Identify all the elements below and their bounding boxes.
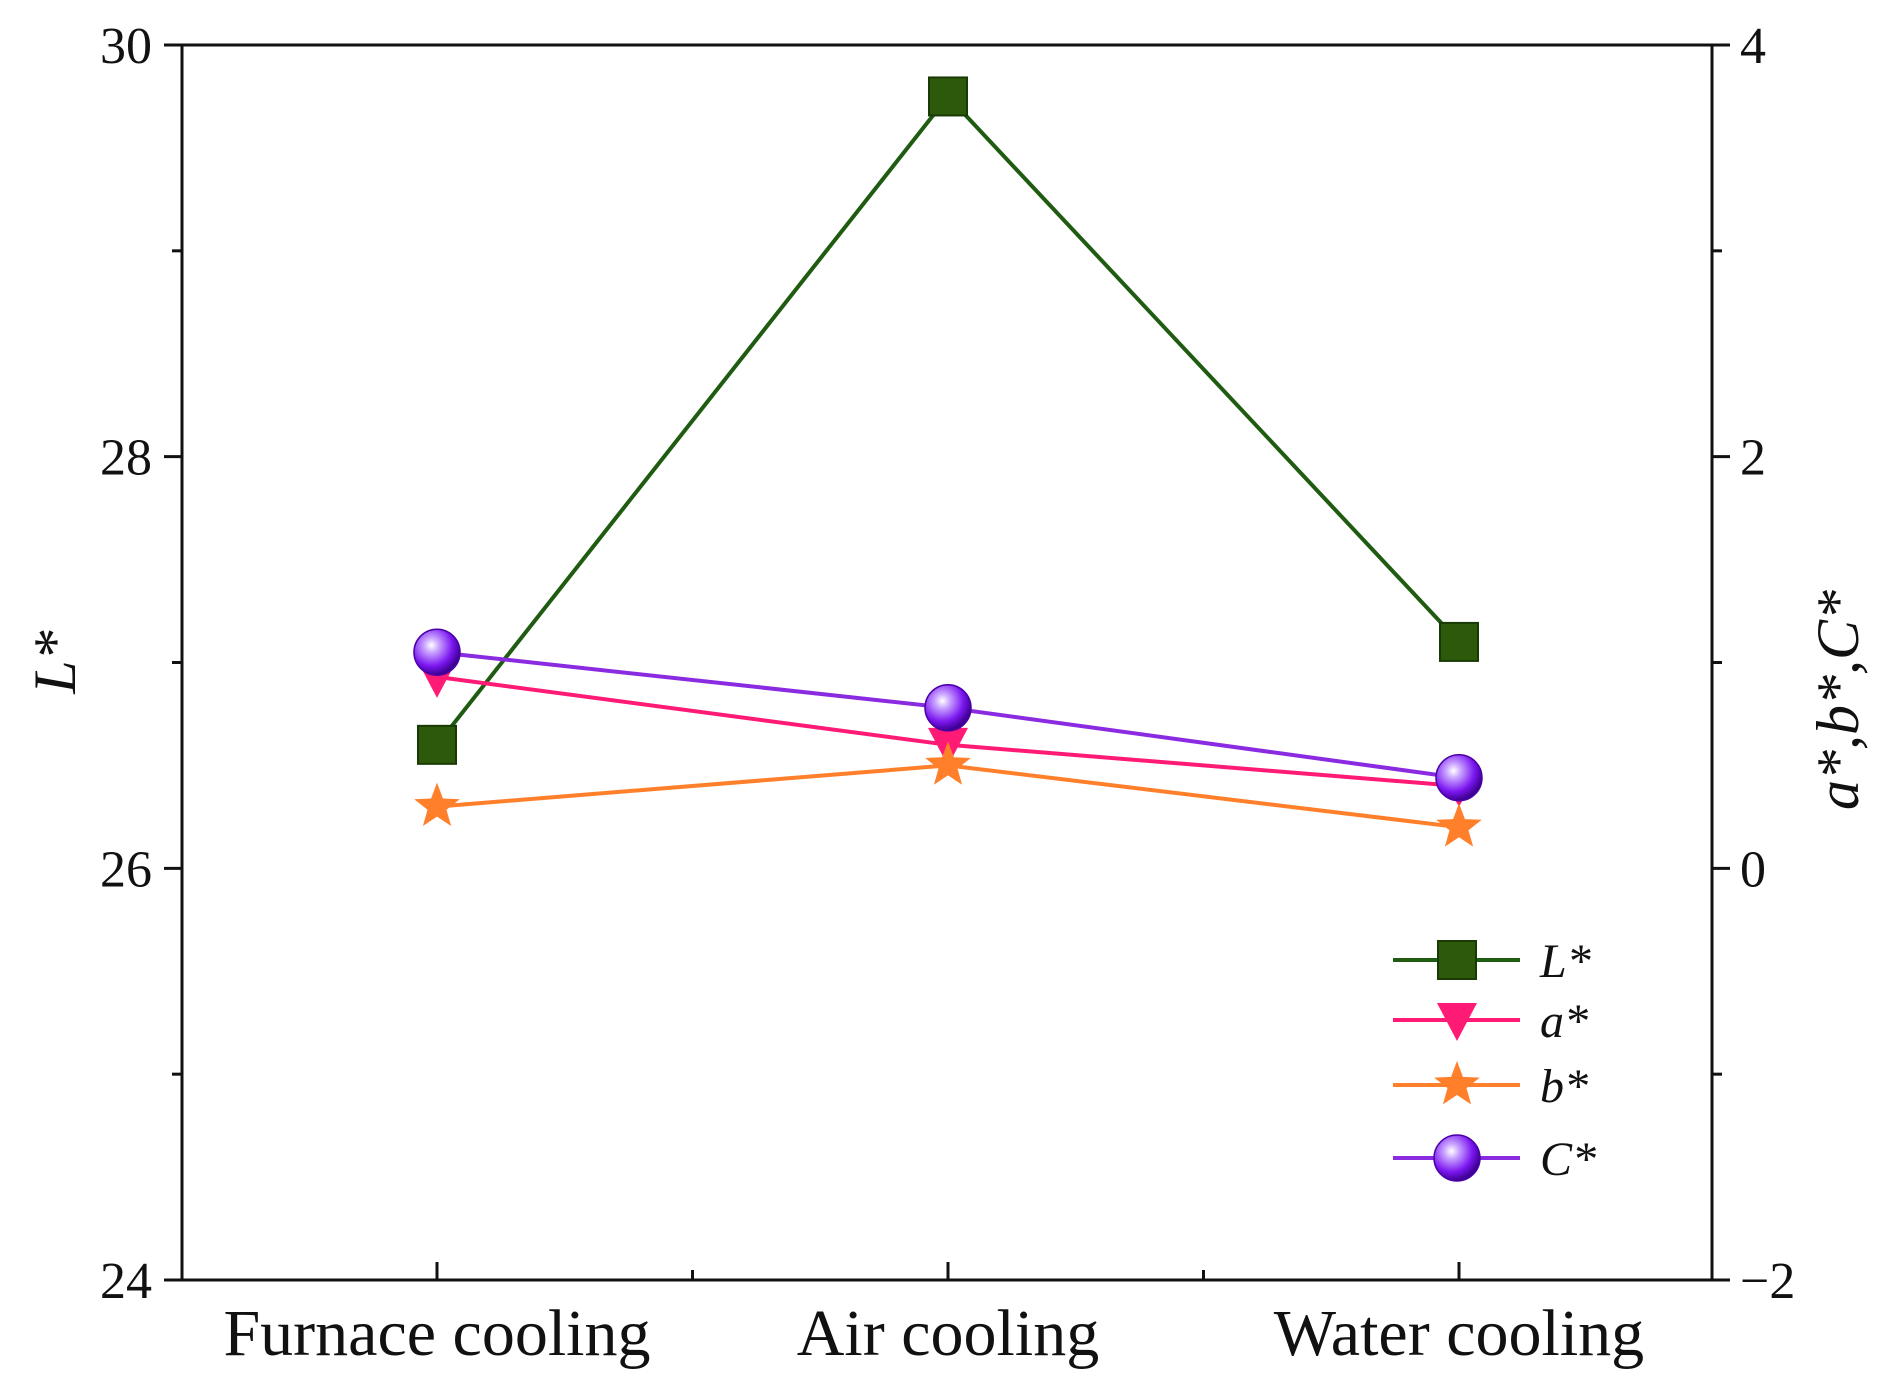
data-point — [414, 782, 460, 826]
x-category-label: Air cooling — [797, 1297, 1099, 1370]
legend-marker — [1437, 940, 1477, 980]
right-axis: −2 0 2 4 a*,b*,C* — [1712, 18, 1871, 1310]
legend-item: b* — [1393, 1060, 1588, 1113]
data-point — [417, 724, 457, 765]
right-tick-label: −2 — [1740, 1253, 1795, 1310]
right-axis-title: a*,b*,C* — [1805, 590, 1871, 810]
right-tick-label: 4 — [1740, 18, 1766, 75]
legend-item: C* — [1393, 1133, 1596, 1186]
legend-label: b* — [1540, 1060, 1588, 1113]
series-markers — [414, 741, 1482, 847]
left-axis-title: L* — [22, 630, 88, 694]
x-category-label: Furnace cooling — [223, 1297, 650, 1370]
left-tick-label: 30 — [100, 18, 152, 75]
series-l-star — [435, 93, 1461, 747]
data-point — [924, 684, 972, 732]
legend-marker — [1434, 1061, 1480, 1105]
right-tick-label: 2 — [1740, 430, 1766, 487]
left-tick-label: 24 — [100, 1253, 152, 1310]
legend-label: a* — [1540, 995, 1588, 1048]
left-tick-label: 28 — [100, 430, 152, 487]
plot-frame — [180, 43, 1714, 1282]
left-tick-label: 26 — [100, 841, 152, 898]
left-axis: 24 26 28 30 L* — [22, 18, 182, 1310]
series-line — [435, 93, 1461, 747]
data-point — [925, 741, 971, 785]
data-point — [928, 76, 968, 117]
series-layer — [413, 76, 1483, 847]
data-point — [1436, 803, 1482, 847]
plot-border — [180, 43, 1714, 1282]
x-category-label: Water cooling — [1274, 1297, 1644, 1370]
right-tick-label: 0 — [1740, 841, 1766, 898]
series-markers — [417, 76, 1479, 765]
data-point — [413, 628, 461, 676]
legend-label: L* — [1539, 935, 1591, 988]
legend: L* a* b* C* — [1393, 935, 1596, 1186]
data-point — [1435, 754, 1483, 802]
x-axis: Furnace cooling Air cooling Water cooling — [223, 1262, 1644, 1370]
data-point — [1439, 621, 1479, 662]
legend-label: C* — [1540, 1133, 1596, 1186]
legend-item: a* — [1393, 995, 1588, 1048]
legend-item: L* — [1393, 935, 1591, 988]
legend-marker — [1437, 1003, 1477, 1041]
series-markers — [417, 659, 1479, 807]
legend-marker — [1433, 1134, 1481, 1182]
series-markers — [413, 628, 1483, 802]
